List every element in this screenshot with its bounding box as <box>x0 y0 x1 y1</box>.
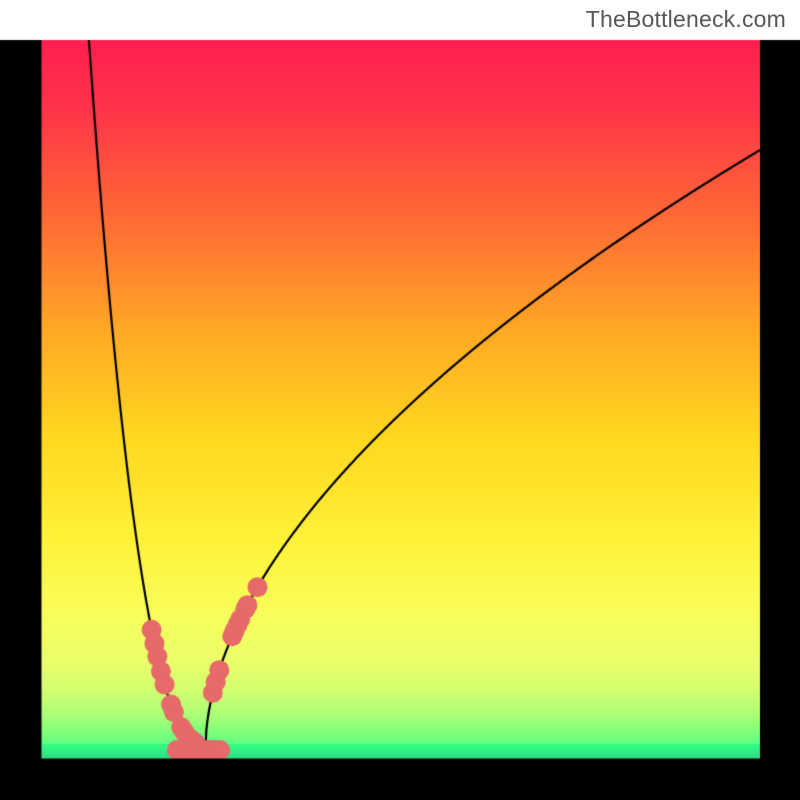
watermark-text: TheBottleneck.com <box>586 6 786 33</box>
bottleneck-chart-canvas <box>0 0 800 800</box>
chart-container: TheBottleneck.com <box>0 0 800 800</box>
